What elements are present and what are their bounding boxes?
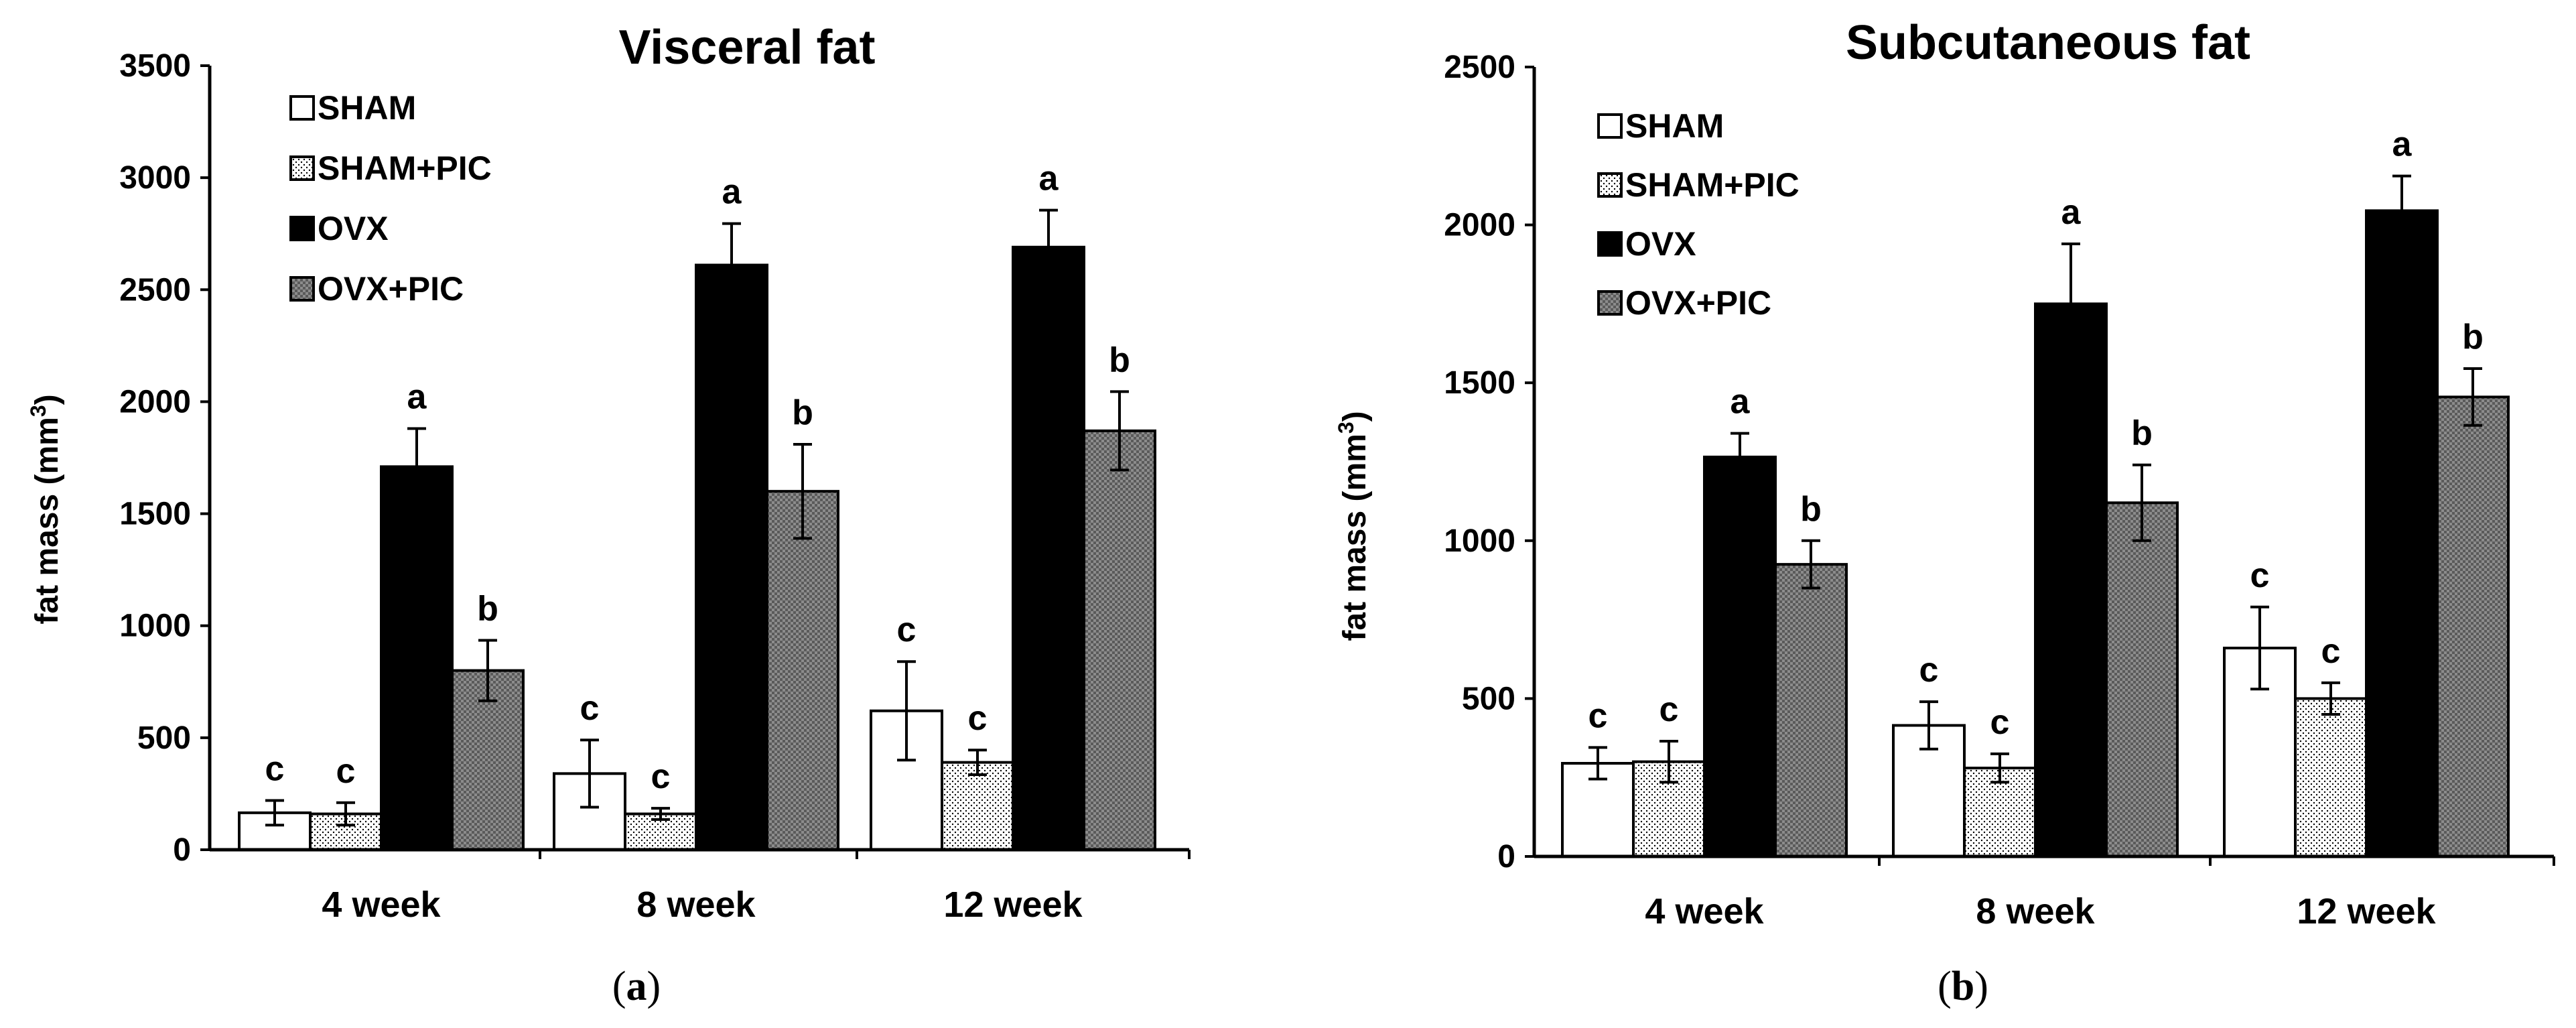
significance-letter: a: [722, 173, 742, 212]
significance-letter: c: [897, 611, 917, 649]
legend-label-sham: SHAM: [318, 89, 416, 127]
legend-swatch-sham-pic: [1597, 172, 1623, 198]
legend-swatch-sham-pic: [289, 155, 315, 181]
significance-letter: c: [1919, 651, 1939, 690]
panel-label: (a): [612, 964, 661, 1009]
significance-letter: b: [477, 589, 498, 628]
y-tick-label: 500: [137, 720, 191, 756]
x-axis-categories: 4 week 8 week 12 week: [1645, 891, 2436, 931]
y-tick-label: 1000: [119, 608, 191, 644]
bar-ovx-2: [695, 263, 768, 851]
bar-ovx-pic-2: [766, 490, 839, 851]
legend-label-ovx-pic: OVX+PIC: [318, 270, 464, 308]
bar-area: [1561, 209, 2510, 858]
y-axis-label: fat mass (mm3): [26, 394, 65, 624]
axes: [1532, 67, 2555, 866]
chart-title: Subcutaneous fat: [1846, 16, 2250, 70]
x-category-label: 12 week: [2297, 891, 2436, 931]
legend-swatch-ovx-pic: [289, 276, 315, 302]
y-tick-label: 2000: [1444, 208, 1515, 243]
legend-label-ovx: OVX: [318, 210, 389, 247]
significance-letter: c: [651, 757, 671, 796]
significance-letter: c: [265, 749, 285, 788]
significance-letters: c c a b c c a b c c a b: [1588, 125, 2484, 742]
legend: SHAM SHAM+PIC OVX OVX+PIC: [1597, 107, 1800, 322]
bar-sham-pic-3: [2294, 697, 2368, 858]
x-category-label: 4 week: [1645, 891, 1764, 931]
bar-ovx-pic-2: [2105, 501, 2179, 858]
significance-letter: c: [336, 752, 356, 791]
significance-letters: c c a b c c a b c c a b: [265, 159, 1130, 797]
significance-letter: a: [2392, 125, 2413, 164]
x-category-label: 8 week: [1976, 891, 2095, 931]
significance-letter: c: [1990, 703, 2010, 742]
bar-ovx-2: [2034, 302, 2108, 858]
significance-letter: b: [792, 393, 813, 432]
legend-swatch-ovx: [1597, 231, 1623, 257]
significance-letter: b: [2131, 414, 2153, 453]
significance-letter: c: [1659, 690, 1679, 729]
significance-letter: c: [968, 699, 988, 738]
bar-area: [238, 245, 1156, 852]
error-bars: [1588, 174, 2482, 784]
y-tick-label: 500: [1462, 681, 1515, 716]
y-tick-label: 0: [173, 832, 191, 868]
bar-ovx-1: [380, 465, 454, 851]
significance-letter: c: [2321, 632, 2341, 671]
x-category-label: 4 week: [322, 885, 441, 925]
panel-a-visceral-fat: Visceral fat fat mass (mm3) (a) 0 500 1000…: [26, 21, 1191, 1009]
significance-letter: c: [1588, 696, 1608, 735]
y-axis-ticks: 0 500 1000 1500 2000 2500: [1444, 50, 1534, 875]
bar-ovx-3: [2365, 209, 2439, 858]
legend-label-sham: SHAM: [1625, 107, 1724, 145]
y-tick-label: 3500: [119, 48, 191, 84]
error-bars: [265, 208, 1129, 827]
significance-letter: b: [1800, 490, 1822, 529]
legend-swatch-sham: [289, 95, 315, 121]
chart-title: Visceral fat: [619, 21, 876, 74]
legend-swatch-ovx-pic: [1597, 290, 1623, 316]
y-tick-label: 3000: [119, 160, 191, 196]
legend-label-sham-pic: SHAM+PIC: [1625, 166, 1800, 204]
legend-swatch-ovx: [289, 216, 315, 241]
y-tick-label: 1000: [1444, 523, 1515, 559]
y-tick-label: 2000: [119, 384, 191, 420]
significance-letter: a: [1039, 159, 1059, 198]
legend-swatch-sham: [1597, 113, 1623, 139]
bar-ovx-pic-1: [1774, 563, 1848, 858]
bar-ovx-1: [1703, 455, 1777, 858]
significance-letter: a: [2061, 193, 2082, 232]
legend-label-ovx-pic: OVX+PIC: [1625, 284, 1771, 322]
bar-ovx-pic-3: [2436, 395, 2510, 858]
significance-letter: a: [1731, 383, 1751, 422]
y-tick-label: 0: [1497, 839, 1515, 875]
y-axis-label: fat mass (mm3): [1334, 411, 1373, 641]
significance-letter: c: [580, 689, 600, 728]
significance-letter: c: [2250, 556, 2270, 595]
legend: SHAM SHAM+PIC OVX OVX+PIC: [289, 89, 492, 308]
y-tick-label: 1500: [1444, 365, 1515, 401]
bar-ovx-pic-3: [1083, 429, 1156, 851]
legend-label-ovx: OVX: [1625, 225, 1696, 263]
significance-letter: b: [2462, 318, 2484, 357]
significance-letter: a: [407, 378, 427, 417]
panel-b-subcutaneous-fat: Subcutaneous fat fat mass (mm3) (b) 0 500…: [1334, 16, 2555, 1009]
y-axis-ticks: 0 500 1000 1500 2000 2500 3000 3500: [119, 48, 210, 868]
axes: [208, 66, 1191, 859]
y-tick-label: 1500: [119, 497, 191, 532]
x-category-label: 12 week: [943, 885, 1083, 925]
y-tick-label: 2500: [1444, 50, 1515, 85]
x-category-label: 8 week: [636, 885, 756, 925]
y-tick-label: 2500: [119, 272, 191, 308]
legend-label-sham-pic: SHAM+PIC: [318, 149, 492, 187]
bar-ovx-3: [1012, 245, 1085, 851]
panel-label: (b): [1938, 964, 1988, 1009]
significance-letter: b: [1109, 340, 1130, 379]
x-axis-categories: 4 week 8 week 12 week: [322, 885, 1083, 925]
